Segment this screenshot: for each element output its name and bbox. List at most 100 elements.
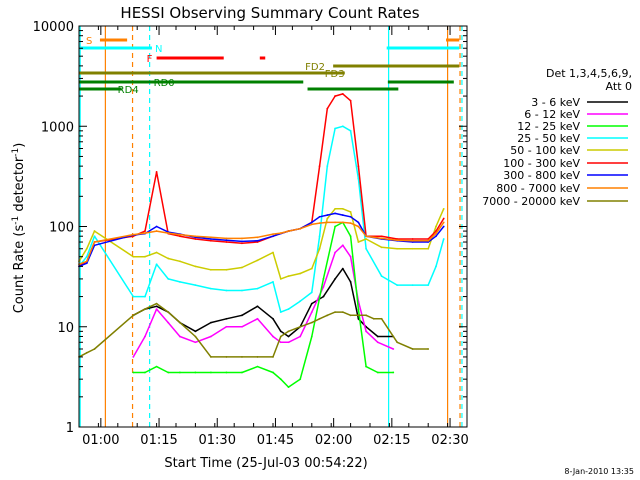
- data-point-50-100-kev-2: [85, 247, 88, 250]
- data-point-25-50-kev-5: [144, 295, 146, 298]
- y-tick-label-2: 10: [57, 321, 74, 336]
- data-point-12-25-kev-5: [178, 371, 181, 374]
- data-point-6-12-kev-18: [341, 244, 344, 247]
- data-point-7000-20000-kev-6: [155, 302, 158, 305]
- data-point-25-50-kev-11: [225, 289, 228, 292]
- data-point-12-25-kev-22: [376, 371, 379, 374]
- data-point-7000-20000-kev-8: [178, 321, 181, 324]
- data-point-3-6-kev-6: [194, 330, 197, 333]
- x-tick-label-7: 02:30: [431, 433, 468, 448]
- data-point-800-7000-kev-7: [167, 232, 170, 234]
- data-point-50-100-kev-18: [310, 267, 313, 270]
- data-point-300-800-kev-20: [326, 214, 329, 216]
- data-point-6-12-kev-5: [178, 335, 181, 338]
- data-point-25-50-kev-23: [349, 129, 352, 132]
- data-point-6-12-kev-8: [225, 325, 228, 328]
- data-point-50-100-kev-7: [167, 257, 170, 260]
- data-point-800-7000-kev-21: [334, 221, 336, 224]
- data-point-12-25-kev-20: [357, 308, 360, 310]
- data-point-7000-20000-kev-10: [210, 356, 212, 358]
- data-point-7000-20000-kev-26: [372, 317, 375, 320]
- data-point-50-100-kev-28: [411, 247, 414, 250]
- data-point-7000-20000-kev-20: [326, 314, 329, 317]
- data-point-50-100-kev-21: [334, 207, 336, 210]
- data-point-50-100-kev-25: [365, 238, 368, 240]
- data-point-7000-20000-kev-11: [225, 356, 228, 358]
- data-point-3-6-kev-10: [256, 305, 259, 308]
- data-point-300-800-kev-11: [225, 239, 228, 242]
- data-point-7000-20000-kev-27: [380, 317, 383, 320]
- data-point-12-25-kev-16: [322, 278, 325, 280]
- data-point-50-100-kev-23: [349, 210, 352, 213]
- data-point-7000-20000-kev-21: [334, 311, 336, 314]
- data-point-800-7000-kev-4: [132, 233, 135, 236]
- data-point-12-25-kev-21: [365, 365, 368, 368]
- data-point-7000-20000-kev-9: [194, 335, 197, 338]
- data-point-50-100-kev-31: [442, 207, 445, 210]
- data-point-25-50-kev-19: [318, 235, 321, 238]
- data-point-50-100-kev-3: [93, 230, 96, 232]
- x-tick-label-5: 02:00: [315, 433, 352, 448]
- data-point-300-800-kev-13: [256, 239, 259, 242]
- data-point-25-50-kev-15: [279, 311, 282, 314]
- data-point-300-800-kev-19: [318, 215, 321, 218]
- data-point-800-7000-kev-18: [310, 223, 313, 226]
- data-point-300-800-kev-12: [241, 240, 243, 243]
- data-point-6-12-kev-6: [194, 341, 197, 344]
- legend-label-6-12-kev: 6 - 12 keV: [524, 108, 580, 121]
- data-point-6-12-kev-7: [210, 335, 212, 338]
- x-tick-label-3: 01:30: [199, 433, 236, 448]
- data-point-50-100-kev-4: [132, 255, 135, 258]
- data-point-12-25-kev-13: [287, 386, 290, 389]
- data-point-25-50-kev-25: [365, 247, 368, 250]
- data-point-100-300-kev-12: [241, 242, 243, 245]
- data-point-800-7000-kev-27: [396, 239, 399, 242]
- x-tick-label-4: 01:45: [257, 433, 294, 448]
- data-point-100-300-kev-8: [178, 235, 181, 238]
- data-point-7000-20000-kev-13: [256, 356, 259, 358]
- data-point-50-100-kev-30: [435, 225, 437, 228]
- flag-label-n: N: [155, 44, 162, 55]
- data-point-25-50-kev-10: [210, 287, 212, 290]
- data-point-800-7000-kev-29: [427, 239, 430, 242]
- data-point-300-800-kev-21: [334, 212, 336, 215]
- data-point-6-12-kev-4: [167, 321, 170, 324]
- data-point-25-50-kev-28: [411, 284, 414, 287]
- data-point-7000-20000-kev-18: [310, 321, 313, 324]
- data-point-6-12-kev-21: [365, 330, 368, 333]
- data-point-50-100-kev-19: [318, 247, 321, 250]
- data-point-3-6-kev-17: [334, 278, 336, 280]
- data-point-7000-20000-kev-15: [279, 335, 282, 338]
- data-point-25-50-kev-16: [287, 308, 290, 310]
- data-point-100-300-kev-6: [155, 171, 158, 173]
- data-point-100-300-kev-21: [334, 95, 336, 97]
- data-point-6-12-kev-2: [144, 335, 146, 338]
- data-point-7000-20000-kev-14: [272, 356, 274, 358]
- y-axis-label: Count Rate (s-1 detector-1): [11, 143, 27, 314]
- data-point-50-100-kev-15: [279, 278, 282, 280]
- data-point-25-50-kev-6: [155, 263, 158, 266]
- flag-label-rd4: RD4: [118, 85, 139, 96]
- data-point-800-7000-kev-12: [241, 237, 243, 240]
- data-point-50-100-kev-26: [380, 246, 383, 249]
- data-point-25-50-kev-12: [241, 289, 243, 292]
- data-point-800-7000-kev-3: [93, 241, 96, 243]
- data-point-800-7000-kev-26: [380, 237, 383, 240]
- data-point-3-6-kev-20: [357, 317, 360, 320]
- data-point-3-6-kev-16: [322, 295, 325, 298]
- chart-title: HESSI Observing Summary Count Rates: [120, 4, 419, 22]
- data-point-100-300-kev-11: [225, 241, 228, 243]
- data-point-12-25-kev-15: [310, 335, 313, 338]
- y-tick-label-3: 100: [49, 221, 74, 236]
- data-point-25-50-kev-18: [310, 291, 313, 294]
- data-point-100-300-kev-24: [357, 165, 360, 168]
- data-point-800-7000-kev-15: [279, 232, 282, 234]
- series-line-12-25-kev: [133, 221, 394, 388]
- data-point-6-12-kev-13: [287, 341, 290, 344]
- data-point-6-12-kev-22: [376, 341, 379, 344]
- data-point-100-300-kev-26: [380, 235, 383, 238]
- data-point-300-800-kev-30: [435, 235, 437, 238]
- data-point-800-7000-kev-14: [272, 233, 274, 235]
- legend-label-12-25-kev: 12 - 25 keV: [517, 120, 580, 133]
